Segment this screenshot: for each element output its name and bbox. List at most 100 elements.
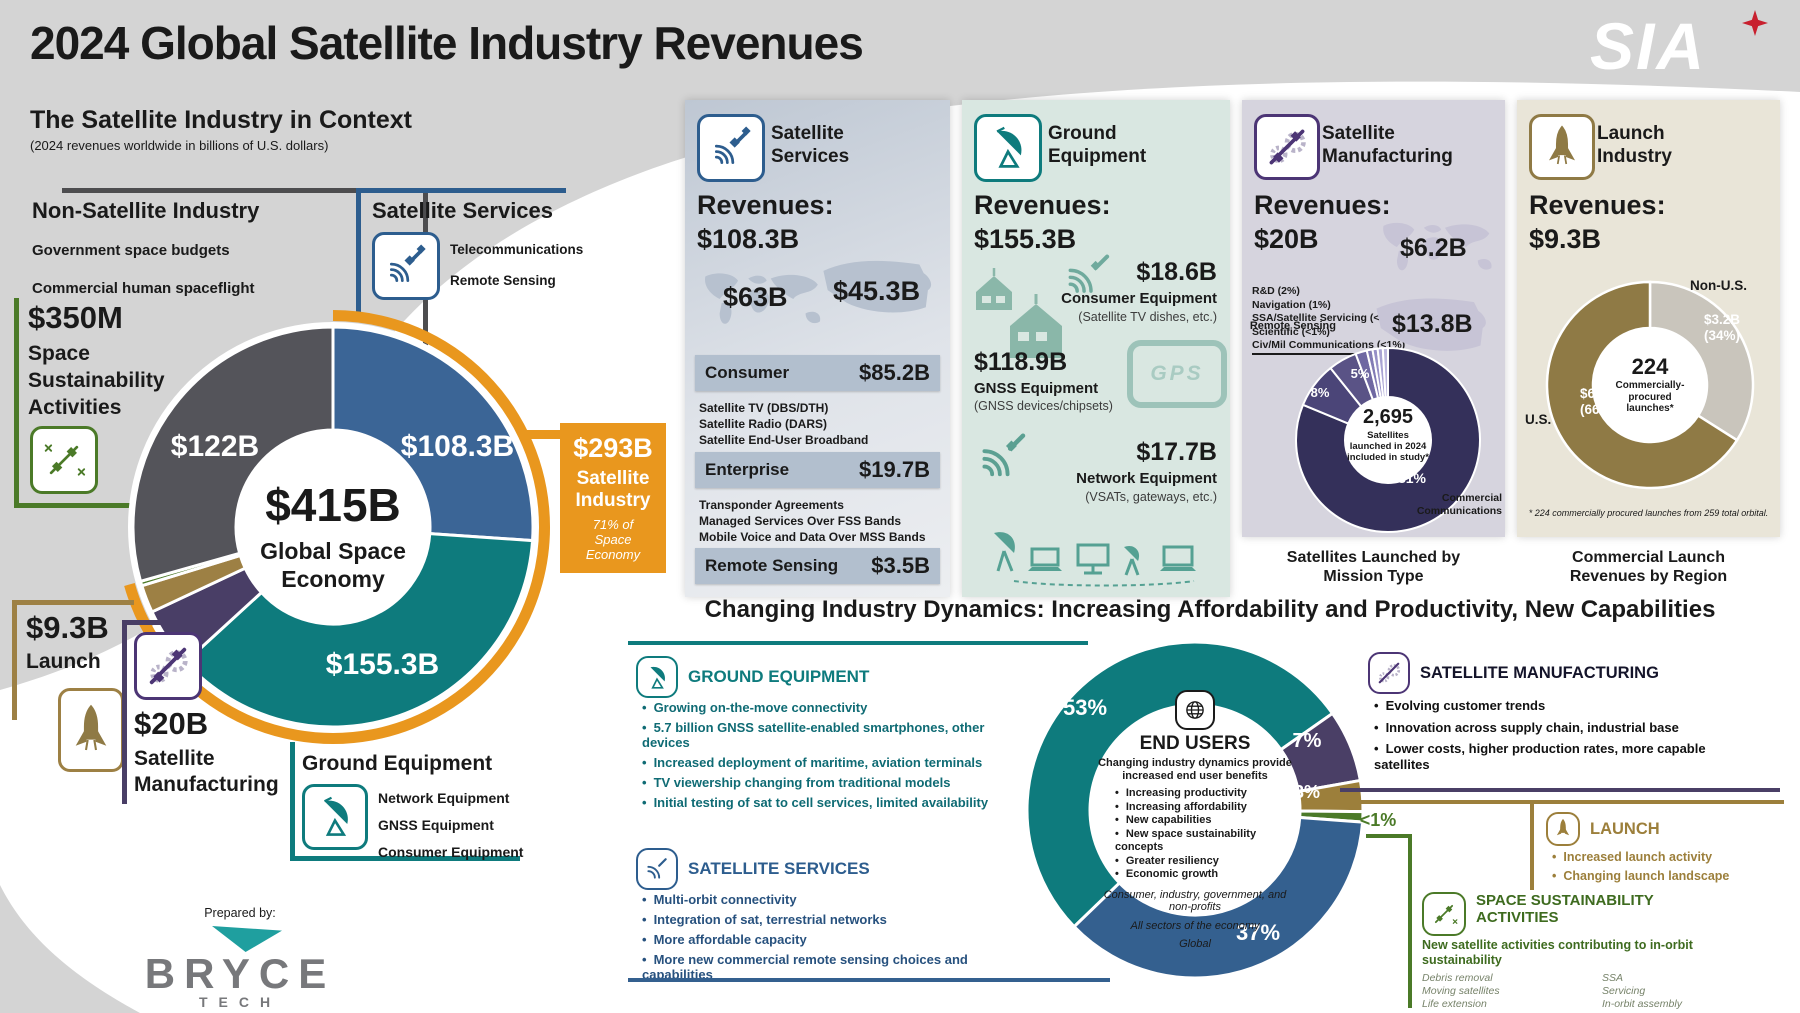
end-users-bullets: Increasing productivityIncreasing afford… — [1115, 787, 1297, 882]
list-item: Network Equipment — [378, 790, 510, 806]
sustainability-box-connector-h — [1366, 834, 1412, 838]
end-users-pct-manufacturing: 7% — [1292, 730, 1322, 752]
sustainability-box-connector-v — [1408, 834, 1412, 1008]
satellite-dish-waves-icon — [697, 114, 765, 182]
donut-center-label: Global Space Economy — [260, 538, 406, 592]
caption-text: Satellites Launched by Mission Type — [1286, 549, 1461, 585]
dynamics-services-bullets: Multi-orbit connectivity Integration of s… — [642, 892, 1032, 987]
sustainability-label-line: Space — [28, 342, 90, 365]
list-item: R&D (2%) — [1252, 285, 1300, 297]
end-users-intro: Changing industry dynamics provide incre… — [1098, 757, 1292, 782]
list-item: Commercial human spaceflight — [32, 280, 255, 297]
ground-legend-title: Ground Equipment — [302, 752, 493, 775]
donut-slice-civ-mil-communications-1- — [1381, 346, 1389, 399]
column-title-line: Ground — [1048, 123, 1117, 144]
sustainability-items-col2: SSA Servicing In-orbit assembly — [1602, 972, 1682, 1011]
us-map — [823, 260, 932, 313]
donut-slice-ground-equipment — [183, 531, 535, 729]
gps-text: GPS — [1150, 362, 1204, 385]
dynamics-box-title-line: SPACE SUSTAINABILITY — [1476, 892, 1654, 909]
caption-text: Commercial Launch Revenues by Region — [1569, 549, 1728, 585]
sustainability-satellite-icon — [30, 426, 98, 494]
list-item: Changing launch landscape — [1552, 869, 1777, 884]
list-item: Increasing affordability — [1115, 801, 1297, 815]
donut-center-circle — [234, 428, 432, 626]
list-item: New space sustainability concepts — [1115, 828, 1297, 855]
consumer-items: Satellite TV (DBS/DTH) Satellite Radio (D… — [699, 400, 868, 448]
industry-callout-connector — [520, 430, 568, 439]
donut-slice-commercial-communications — [1295, 346, 1481, 533]
region-label-us: U.S. — [1525, 412, 1552, 427]
gears-satellite-icon — [1368, 652, 1410, 694]
launch-footnote: * 224 commercially procured launches fro… — [1528, 508, 1769, 518]
launch-callout-value: $9.3B — [26, 610, 109, 645]
houses-icon — [976, 268, 1062, 358]
dynamics-box-title: SATELLITE MANUFACTURING — [1420, 663, 1659, 682]
non-satellite-bracket-top — [62, 188, 428, 193]
sustainability-label-line: Activities — [28, 396, 122, 419]
revenues-value: $155.3B — [974, 224, 1077, 254]
industry-callout-note: 71% of Space Economy — [585, 517, 641, 562]
region-value-us: $6.1B (66%) — [1579, 386, 1617, 417]
dynamics-box-title: LAUNCH — [1590, 819, 1660, 838]
network-devices-icons — [994, 532, 1196, 587]
entry-label: Network Equipment — [1076, 470, 1217, 487]
donut-center-circle — [1343, 395, 1433, 485]
list-item: Consumer Equipment — [378, 844, 524, 860]
ground-box-connector — [628, 641, 1088, 645]
mission-pct-commercial: 81% — [1397, 470, 1427, 486]
list-item: Initial testing of sat to cell services,… — [642, 795, 1022, 810]
global-space-economy-donut — [124, 310, 550, 744]
sustainability-items-col1: Debris removal Moving satellites Life exte… — [1422, 972, 1500, 1011]
list-item: Scientific (<1%) — [1252, 325, 1330, 338]
list-item: GNSS Equipment — [378, 817, 494, 833]
sustainability-label-line: Sustainability — [28, 369, 165, 392]
list-item: Innovation across supply chain, industri… — [1374, 720, 1719, 736]
panel-launch-industry: Launch Industry Revenues: $9.3B Non-U.S.… — [1517, 100, 1780, 537]
donut-slice-ground-equipment — [1025, 640, 1335, 929]
donut-slice-non-satellite-industry — [131, 325, 335, 584]
row-value: $19.7B — [859, 457, 930, 482]
mission-center-label: Satellites launched in 2024 included in … — [1347, 430, 1429, 463]
list-item: Lower costs, higher production rates, mo… — [1374, 741, 1719, 772]
revenues-value: $20B — [1254, 224, 1319, 254]
list-item: TV viewership changing from traditional … — [642, 775, 1022, 790]
network-waves-icon — [982, 433, 1026, 477]
entry-value: $118.9B — [974, 348, 1068, 376]
manufacturing-box-connector — [1340, 788, 1780, 792]
column-title: Launch Industry — [1597, 122, 1672, 168]
column-title-line: Manufacturing — [1322, 146, 1453, 167]
list-item: Remote Sensing — [450, 273, 556, 288]
dynamics-services-header: SATELLITE SERVICES — [636, 848, 870, 890]
dynamics-box-title: SATELLITE SERVICES — [688, 859, 870, 878]
dynamics-box-title: GROUND EQUIPMENT — [688, 667, 870, 686]
revenues-label: Revenues: — [1529, 190, 1666, 220]
world-map — [705, 273, 821, 324]
end-users-title: END USERS — [1139, 733, 1251, 754]
ground-dish-icon — [302, 784, 368, 850]
ground-legend-list: Network Equipment GNSS Equipment Consumer … — [378, 790, 523, 871]
ground-dish-icon — [974, 114, 1042, 182]
list-item: Moving satellites — [1422, 985, 1500, 997]
manufacturing-bracket-left — [122, 620, 127, 804]
donut-center-circle — [1591, 326, 1709, 444]
ground-legend-bracket-left — [290, 742, 295, 860]
row-label: Enterprise — [705, 460, 790, 479]
donut-slice-satellite-services — [331, 325, 535, 543]
row-value: $3.5B — [871, 553, 930, 578]
mission-pct-remote-sensing: 8% — [1310, 385, 1330, 400]
non-satellite-list: Government space budgets Commercial human… — [32, 242, 255, 318]
entry-label: Consumer Equipment — [1061, 290, 1217, 307]
launch-bracket-left — [12, 600, 17, 720]
launch-box-connector — [1345, 800, 1535, 804]
world-value: $63B — [723, 282, 788, 312]
list-item: Navigation (1%) — [1252, 298, 1331, 311]
end-users-pct-ground: 53% — [1062, 695, 1108, 720]
dynamics-launch-header: LAUNCH — [1546, 812, 1660, 846]
donut-outline — [128, 322, 538, 732]
list-item: New capabilities — [1115, 814, 1297, 828]
end-users-notes: Consumer, industry, government, and non-… — [1093, 889, 1297, 951]
satellite-dish-waves-icon — [372, 232, 440, 300]
revenues-label: Revenues: — [974, 190, 1111, 220]
list-item: Greater resiliency — [1115, 855, 1297, 869]
